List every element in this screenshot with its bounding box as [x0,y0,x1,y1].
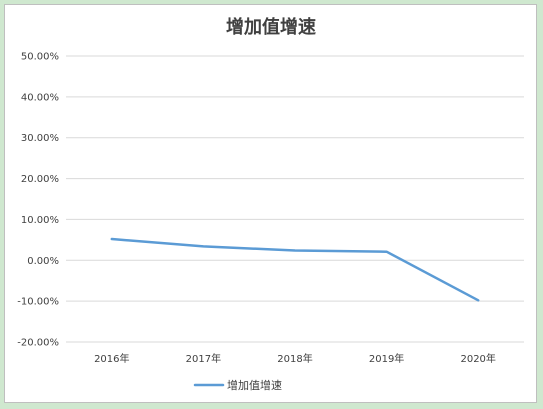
y-tick-label: 40.00% [21,92,59,103]
chart-frame: 增加值增速 -20.00% -10.00% 0.00% 10.00% 20.00% 30.… [4,4,537,403]
y-tick-label: 20.00% [21,174,59,185]
y-tick-label: -10.00% [17,297,59,308]
series-line [110,237,480,302]
y-tick-label: 0.00% [27,256,59,267]
y-tick-label: 10.00% [21,215,59,226]
y-axis-tick-labels: -20.00% -10.00% 0.00% 10.00% 20.00% 30.00% 40.… [17,52,59,349]
x-tick-label: 2018年 [277,352,312,365]
line-chart: 增加值增速 -20.00% -10.00% 0.00% 10.00% 20.00% 30.… [17,16,524,392]
legend: 增加值增速 [193,378,282,392]
y-tick-label: -20.00% [17,338,59,349]
chart-title: 增加值增速 [226,16,316,38]
series-lines [110,237,480,302]
y-tick-label: 50.00% [21,52,59,63]
x-axis-tick-labels: 2016年 2017年 2018年 2019年 2020年 [94,352,496,365]
y-tick-label: 30.00% [21,133,59,144]
legend-label: 增加值增速 [227,378,282,392]
x-tick-label: 2020年 [460,352,495,365]
x-tick-label: 2017年 [186,352,221,365]
grid-lines [66,55,524,343]
x-tick-label: 2019年 [369,352,404,365]
x-tick-label: 2016年 [94,352,129,365]
